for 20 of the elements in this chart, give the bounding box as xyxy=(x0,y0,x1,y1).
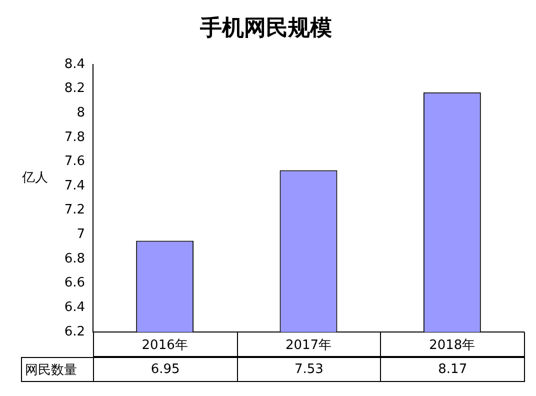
y-tick-label: 8.4 xyxy=(64,56,85,72)
y-tick-label: 7.4 xyxy=(64,178,85,194)
y-tick-label: 8.2 xyxy=(64,81,85,96)
x-tick-label: 2018年 xyxy=(429,338,476,354)
data-label: 8.17 xyxy=(380,357,525,382)
y-tick-label: 7.2 xyxy=(64,202,85,218)
y-tick-label: 6.4 xyxy=(64,300,85,316)
data-label: 6.95 xyxy=(93,357,238,382)
chart-title: 手机网民规模 xyxy=(199,16,332,41)
data-label: 7.53 xyxy=(236,357,382,382)
y-axis-title: 亿人 xyxy=(21,170,48,186)
y-tick-label: 7.8 xyxy=(64,130,85,145)
y-tick-label: 6.8 xyxy=(64,251,85,266)
y-tick-label: 6.6 xyxy=(64,276,85,291)
y-tick-label: 8 xyxy=(76,105,85,120)
text: 网民数量 xyxy=(21,357,94,382)
x-tick-label: 2016年 xyxy=(142,338,188,354)
y-tick-label: 6.2 xyxy=(64,324,85,340)
y-tick-label: 7 xyxy=(76,227,85,242)
y-tick-label: 7.6 xyxy=(64,154,85,170)
